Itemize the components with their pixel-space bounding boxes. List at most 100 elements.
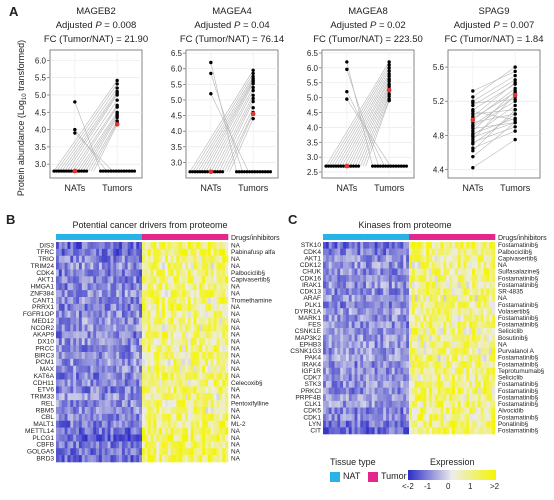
heatmap-cell [463, 261, 467, 269]
heatmap-cell [426, 248, 430, 256]
heatmap-cell [205, 317, 209, 325]
heatmap-cell [185, 427, 189, 435]
nat-point [471, 146, 475, 150]
heatmap-cell [84, 303, 88, 312]
heatmap-cell [454, 321, 459, 329]
heatmap-cell [222, 297, 226, 305]
heatmap-cell [70, 283, 74, 291]
heatmap-cell [107, 317, 111, 325]
pair-line [472, 100, 516, 128]
heatmap-cell [182, 386, 186, 394]
heatmap-cell [357, 347, 361, 355]
heatmap-cell [340, 288, 344, 296]
heatmap-cell [429, 308, 433, 316]
heatmap-cell [454, 334, 459, 342]
heatmap-cell [213, 420, 217, 428]
heatmap-cell [87, 345, 91, 353]
heatmap-cell [397, 361, 401, 369]
heatmap-cell [73, 434, 77, 442]
heatmap-cell [334, 374, 338, 382]
heatmap-cell [124, 331, 128, 339]
heatmap-cell [130, 310, 134, 318]
heatmap-cell [202, 358, 206, 367]
heatmap-cell [483, 387, 487, 395]
heatmap-cell [222, 331, 226, 339]
heatmap-cell [78, 427, 83, 435]
heatmap-cell [113, 290, 117, 298]
heatmap-cell [403, 328, 407, 335]
heatmap-cell [323, 387, 327, 395]
heatmap-cell [58, 386, 63, 394]
heatmap-cell [113, 297, 117, 305]
heatmap-cell [76, 310, 80, 318]
heatmap-cell [67, 324, 71, 332]
heatmap-cell [116, 434, 120, 442]
heatmap-cell [185, 255, 189, 263]
heatmap-cell [199, 338, 203, 346]
heatmap-cell [156, 420, 160, 428]
heatmap-cell [162, 345, 166, 353]
tumor-point [513, 108, 517, 112]
heatmap-cell [142, 310, 146, 318]
heatmap-cell [196, 255, 200, 263]
heatmap-cell [357, 294, 361, 302]
heatmap-cell [182, 276, 186, 284]
heatmap-cell [363, 354, 367, 362]
heatmap-cell [124, 345, 128, 353]
heatmap-cell [411, 308, 416, 316]
heatmap-cell [78, 297, 83, 305]
heatmap-cell [202, 345, 206, 353]
heatmap-cell [136, 317, 140, 325]
heatmap-cell [216, 358, 220, 367]
heatmap-cell [190, 345, 194, 353]
heatmap-cell [124, 290, 128, 298]
heatmap-cell [325, 321, 330, 329]
heatmap-cell [443, 248, 447, 256]
heatmap-cell [386, 361, 390, 369]
heatmap-cell [144, 248, 149, 257]
heatmap-cell [351, 407, 355, 415]
heatmap-cell [173, 276, 177, 284]
heatmap-cell [84, 255, 88, 263]
heatmap-cell [397, 341, 401, 349]
heatmap-cell [420, 328, 424, 335]
nat-point [324, 164, 328, 168]
heatmap-cell [222, 276, 226, 284]
heatmap-cell [340, 400, 344, 408]
heatmap-cell [213, 358, 217, 367]
tumor-point [387, 79, 391, 83]
tumor-point [250, 170, 254, 174]
heatmap-cell [340, 308, 344, 316]
pair-line [472, 94, 516, 140]
heatmap-cell [70, 324, 74, 332]
heatmap-cell [420, 334, 424, 342]
heatmap-cell [363, 288, 367, 296]
heatmap-cell [176, 352, 180, 360]
heatmap-cell [452, 248, 456, 256]
heatmap-cell [61, 317, 65, 325]
heatmap-cell [193, 393, 197, 401]
heatmap-cell [383, 294, 387, 302]
heatmap-cell [366, 275, 370, 283]
nat-point [195, 170, 200, 174]
expression-legend-title: Expression [430, 457, 475, 467]
tumor-tissue-cell [483, 234, 487, 240]
heatmap-cell [93, 242, 97, 250]
nat-point [67, 169, 71, 173]
heatmap-cell [323, 354, 327, 362]
heatmap-cell [205, 407, 209, 415]
heatmap-cell [363, 328, 367, 335]
nat-tissue-cell [391, 234, 395, 240]
heatmap-cell [176, 413, 180, 422]
heatmap-cell [187, 317, 192, 325]
heatmap-cell [70, 262, 74, 270]
heatmap-cell [391, 367, 395, 375]
heatmap-cell [440, 361, 444, 369]
heatmap-cell [374, 354, 378, 362]
drug-label: Fostamatinib§ [498, 315, 539, 322]
heatmap-cell [429, 374, 433, 382]
heatmap-cell [153, 262, 157, 270]
heatmap-cell [150, 276, 154, 284]
heatmap-cell [374, 294, 378, 302]
heatmap-cell [164, 448, 169, 456]
